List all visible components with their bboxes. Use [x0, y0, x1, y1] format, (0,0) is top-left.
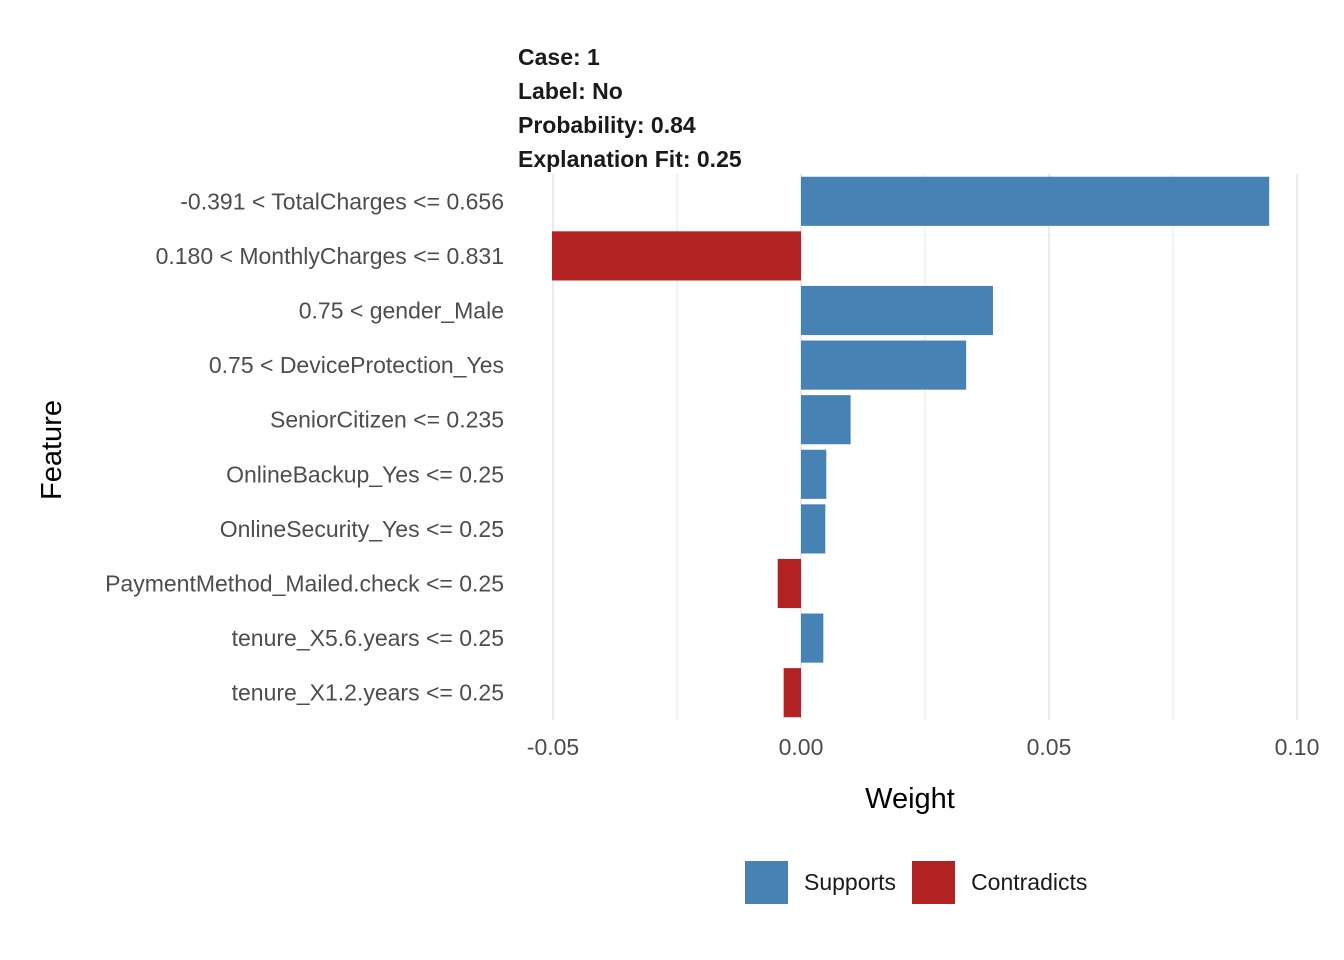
y-tick-label: 0.75 < DeviceProtection_Yes: [209, 352, 504, 378]
x-tick-label: -0.05: [527, 734, 579, 760]
bar-contradicts: [783, 668, 801, 718]
y-tick-label: -0.391 < TotalCharges <= 0.656: [180, 188, 504, 214]
legend-label-contradicts: Contradicts: [971, 869, 1088, 895]
bar-supports: [801, 395, 851, 445]
legend-item-supports: Supports: [745, 861, 896, 904]
legend-item-contradicts: Contradicts: [912, 861, 1087, 904]
title-probability: Probability: 0.84: [518, 112, 696, 138]
y-tick-label: 0.75 < gender_Male: [299, 298, 504, 324]
x-tick-label: 0.05: [1027, 734, 1072, 760]
y-tick-label: tenure_X1.2.years <= 0.25: [232, 680, 504, 706]
title-label: Label: No: [518, 78, 623, 104]
title-case: Case: 1: [518, 44, 600, 70]
bar-supports: [801, 613, 824, 663]
x-axis-label: Weight: [865, 783, 955, 815]
bar-supports: [801, 504, 826, 554]
legend-key-supports: [745, 861, 788, 904]
y-tick-label: tenure_X5.6.years <= 0.25: [232, 625, 504, 651]
y-tick-label: SeniorCitizen <= 0.235: [270, 407, 504, 433]
bar-supports: [801, 449, 827, 499]
y-axis-label: Feature: [36, 400, 68, 500]
bar-contradicts: [552, 231, 801, 281]
y-tick-label: OnlineSecurity_Yes <= 0.25: [220, 516, 504, 542]
y-tick-label: 0.180 < MonthlyCharges <= 0.831: [156, 243, 504, 269]
legend-label-supports: Supports: [804, 869, 897, 895]
legend-key-contradicts: [912, 861, 956, 904]
x-tick-labels: -0.05 0.00 0.05 0.10: [527, 734, 1320, 760]
legend: Supports Contradicts: [745, 861, 1103, 904]
bar-contradicts: [777, 558, 801, 609]
y-tick-labels: -0.391 < TotalCharges <= 0.656 0.180 < Mo…: [105, 188, 504, 705]
bar-supports: [801, 340, 967, 390]
x-tick-label: 0.00: [779, 734, 824, 760]
bar-supports: [801, 176, 1270, 226]
bar-supports: [801, 285, 993, 336]
y-tick-label: OnlineBackup_Yes <= 0.25: [226, 461, 504, 487]
bars: [552, 176, 1270, 718]
title-explanation-fit: Explanation Fit: 0.25: [518, 146, 742, 172]
y-tick-label: PaymentMethod_Mailed.check <= 0.25: [105, 571, 504, 597]
x-tick-label: 0.10: [1275, 734, 1320, 760]
